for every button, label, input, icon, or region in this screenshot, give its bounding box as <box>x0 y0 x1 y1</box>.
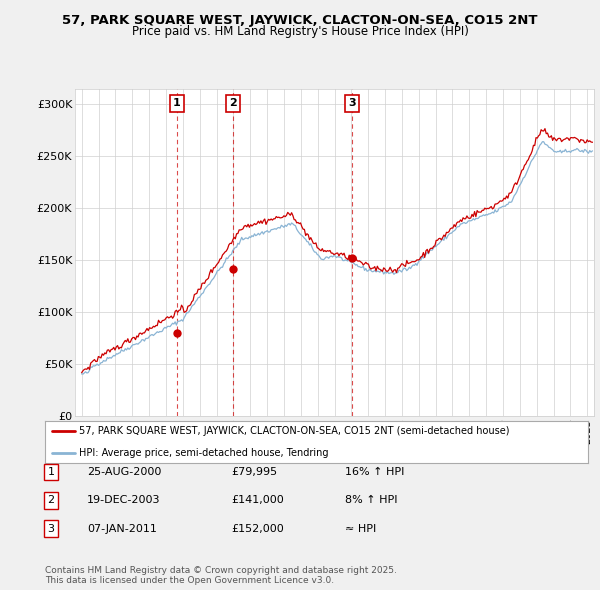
Text: 07-JAN-2011: 07-JAN-2011 <box>87 524 157 533</box>
Text: £141,000: £141,000 <box>231 496 284 505</box>
Text: 25-AUG-2000: 25-AUG-2000 <box>87 467 161 477</box>
Text: 2: 2 <box>47 496 55 505</box>
Text: 1: 1 <box>173 99 181 108</box>
Text: 2: 2 <box>229 99 236 108</box>
Text: 8% ↑ HPI: 8% ↑ HPI <box>345 496 398 505</box>
Text: HPI: Average price, semi-detached house, Tendring: HPI: Average price, semi-detached house,… <box>79 448 329 457</box>
Text: Price paid vs. HM Land Registry's House Price Index (HPI): Price paid vs. HM Land Registry's House … <box>131 25 469 38</box>
Text: £79,995: £79,995 <box>231 467 277 477</box>
Text: 19-DEC-2003: 19-DEC-2003 <box>87 496 161 505</box>
Text: £152,000: £152,000 <box>231 524 284 533</box>
Text: 3: 3 <box>348 99 355 108</box>
Text: 16% ↑ HPI: 16% ↑ HPI <box>345 467 404 477</box>
Text: ≈ HPI: ≈ HPI <box>345 524 376 533</box>
Text: 57, PARK SQUARE WEST, JAYWICK, CLACTON-ON-SEA, CO15 2NT: 57, PARK SQUARE WEST, JAYWICK, CLACTON-O… <box>62 14 538 27</box>
Text: 3: 3 <box>47 524 55 533</box>
Text: Contains HM Land Registry data © Crown copyright and database right 2025.
This d: Contains HM Land Registry data © Crown c… <box>45 566 397 585</box>
Text: 57, PARK SQUARE WEST, JAYWICK, CLACTON-ON-SEA, CO15 2NT (semi-detached house): 57, PARK SQUARE WEST, JAYWICK, CLACTON-O… <box>79 427 510 436</box>
Text: 1: 1 <box>47 467 55 477</box>
